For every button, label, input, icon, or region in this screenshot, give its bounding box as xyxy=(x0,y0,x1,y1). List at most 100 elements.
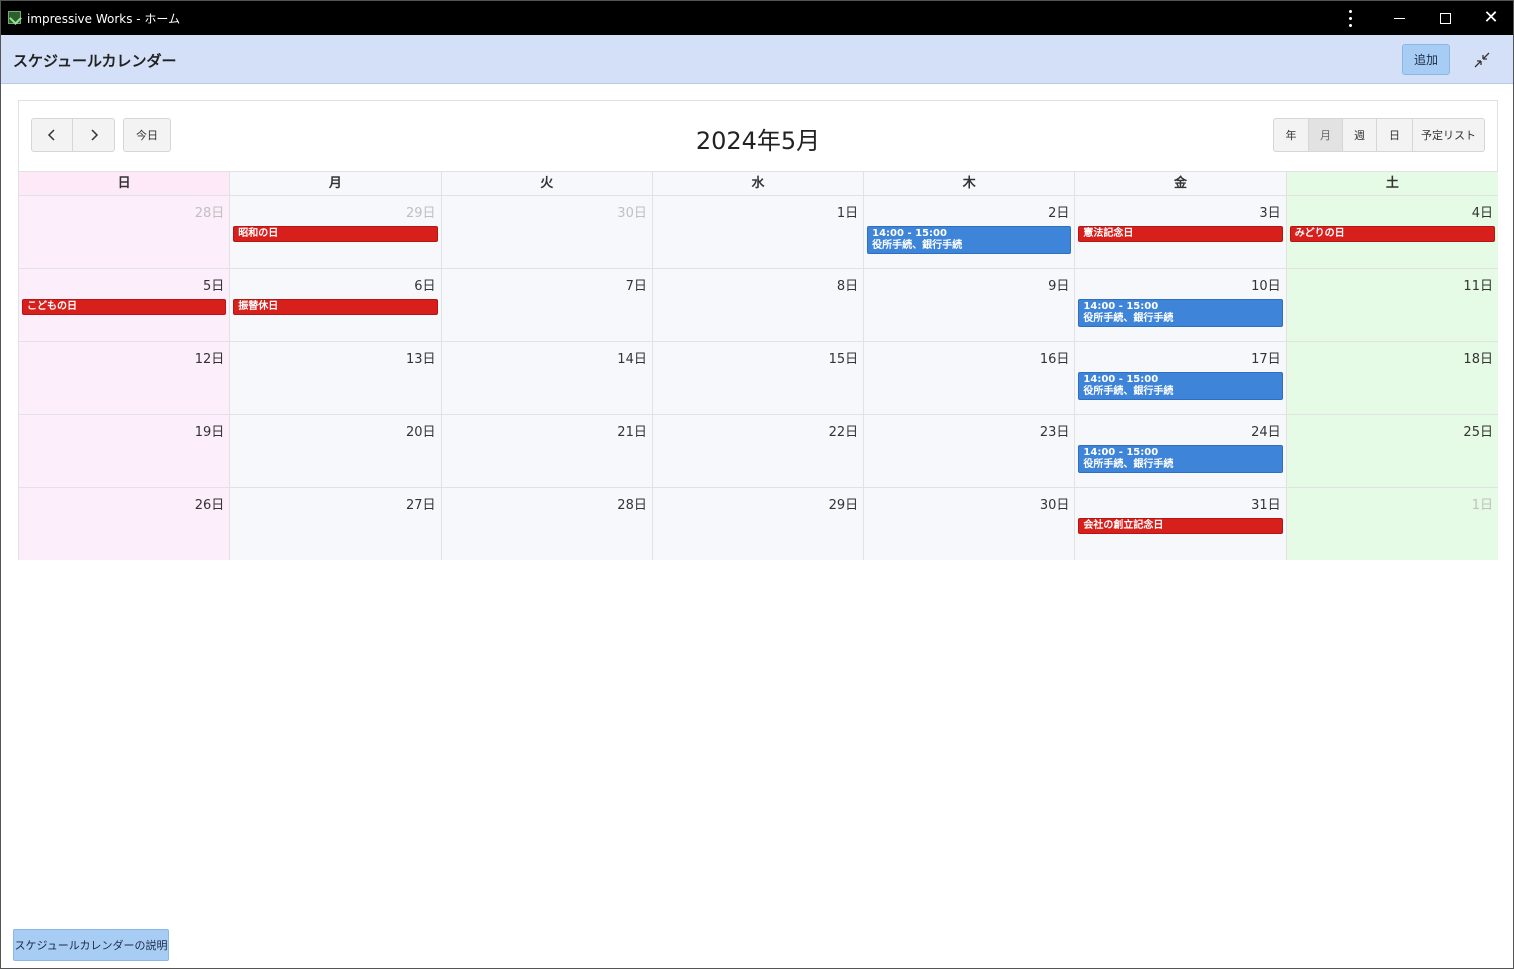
add-button[interactable]: 追加 xyxy=(1402,44,1450,75)
day-cell[interactable]: 3日憲法記念日 xyxy=(1075,196,1287,268)
day-cell[interactable]: 7日 xyxy=(441,269,653,341)
week-row: 28日 29日 昭和の日 30日 1日 2日 14:00 - 15:00 役所手続、銀行手続 3… xyxy=(19,196,1498,269)
day-cell[interactable]: 9日 xyxy=(864,269,1076,341)
day-cell[interactable]: 5日こどもの日 xyxy=(19,269,231,341)
day-number: 21日 xyxy=(617,425,647,440)
day-number: 10日 xyxy=(1251,279,1281,294)
day-cell[interactable]: 13日 xyxy=(230,342,442,414)
day-cell[interactable]: 12日 xyxy=(19,342,231,414)
day-cell[interactable]: 16日 xyxy=(864,342,1076,414)
task-event[interactable]: 14:00 - 15:00 役所手続、銀行手続 xyxy=(1078,299,1283,327)
day-cell[interactable]: 23日 xyxy=(864,415,1076,487)
task-event[interactable]: 14:00 - 15:00 役所手続、銀行手続 xyxy=(1078,445,1283,473)
event-time: 14:00 - 15:00 xyxy=(1083,447,1159,458)
weekday-header-cell: 火 xyxy=(441,171,653,196)
page-title: スケジュールカレンダー xyxy=(13,52,177,70)
calendar-toolbar: 今日 2024年5月 年月週日予定リスト xyxy=(19,101,1497,171)
day-cell[interactable]: 30日 xyxy=(864,488,1076,560)
more-options-button[interactable] xyxy=(1327,1,1373,35)
day-cell[interactable]: 26日 xyxy=(19,488,231,560)
minimize-button[interactable] xyxy=(1376,1,1422,35)
title-bar: impressive Works - ホーム ✕ xyxy=(1,1,1513,35)
minimize-icon xyxy=(1393,17,1405,19)
day-number: 31日 xyxy=(1251,498,1281,513)
task-event[interactable]: 14:00 - 15:00 役所手続、銀行手続 xyxy=(867,226,1072,254)
day-number: 20日 xyxy=(406,425,436,440)
holiday-event[interactable]: 振替休日 xyxy=(233,299,438,315)
calendar-help-button[interactable]: スケジュールカレンダーの説明 xyxy=(13,929,169,961)
day-cell[interactable]: 14日 xyxy=(441,342,653,414)
collapse-button[interactable] xyxy=(1469,47,1495,73)
day-number: 2日 xyxy=(1048,206,1070,221)
day-cell[interactable]: 1日 xyxy=(652,196,865,268)
day-cell[interactable]: 2日 14:00 - 15:00 役所手続、銀行手続 xyxy=(864,196,1076,268)
day-cell[interactable]: 4日 みどりの日 xyxy=(1286,196,1498,268)
day-number: 26日 xyxy=(194,498,225,513)
maximize-icon xyxy=(1439,12,1451,24)
collapse-icon xyxy=(1474,52,1490,68)
event-time: 14:00 - 15:00 xyxy=(872,228,947,239)
day-number: 3日 xyxy=(1259,206,1281,221)
today-button[interactable]: 今日 xyxy=(123,118,171,152)
day-number: 15日 xyxy=(828,352,859,367)
view-button-0[interactable]: 年 xyxy=(1273,118,1309,152)
day-cell[interactable]: 30日 xyxy=(441,196,653,268)
day-number: 28日 xyxy=(194,206,225,221)
event-title: 役所手続、銀行手続 xyxy=(1083,386,1174,397)
day-cell[interactable]: 21日 xyxy=(441,415,653,487)
day-cell[interactable]: 17日 14:00 - 15:00 役所手続、銀行手続 xyxy=(1075,342,1287,414)
next-month-button[interactable] xyxy=(73,118,115,152)
day-cell[interactable]: 24日 14:00 - 15:00 役所手続、銀行手続 xyxy=(1075,415,1287,487)
holiday-event[interactable]: こどもの日 xyxy=(22,299,227,315)
weekday-header-cell: 水 xyxy=(652,171,865,196)
day-cell[interactable]: 29日 xyxy=(652,488,865,560)
day-cell[interactable]: 18日 xyxy=(1286,342,1498,414)
kebab-icon xyxy=(1348,8,1352,29)
maximize-button[interactable] xyxy=(1422,1,1468,35)
day-cell[interactable]: 1日 xyxy=(1286,488,1498,560)
holiday-event[interactable]: 昭和の日 xyxy=(233,226,438,242)
event-time: 14:00 - 15:00 xyxy=(1083,374,1159,385)
day-cell[interactable]: 11日 xyxy=(1286,269,1498,341)
day-cell[interactable]: 6日 振替休日 xyxy=(230,269,442,341)
view-button-3[interactable]: 日 xyxy=(1377,118,1413,152)
event-title: こどもの日 xyxy=(27,301,77,312)
day-cell[interactable]: 20日 xyxy=(230,415,442,487)
event-title: 役所手続、銀行手続 xyxy=(1083,313,1174,324)
week-row: 12日 13日 14日 15日 16日 17日 14:00 - 15:00 役所手続、銀行手続… xyxy=(19,342,1498,415)
task-event[interactable]: 14:00 - 15:00 役所手続、銀行手続 xyxy=(1078,372,1283,400)
day-number: 5日 xyxy=(203,279,225,294)
view-button-4[interactable]: 予定リスト xyxy=(1413,118,1485,152)
day-number: 25日 xyxy=(1463,425,1493,440)
prev-month-button[interactable] xyxy=(31,118,73,152)
day-cell[interactable]: 31日会社の創立記念日 xyxy=(1075,488,1287,560)
day-cell[interactable]: 15日 xyxy=(652,342,865,414)
weekday-header-cell: 土 xyxy=(1286,171,1498,196)
chevron-right-icon xyxy=(90,129,98,141)
event-title: 会社の創立記念日 xyxy=(1083,520,1164,531)
day-number: 29日 xyxy=(828,498,859,513)
day-cell[interactable]: 25日 xyxy=(1286,415,1498,487)
day-cell[interactable]: 28日 xyxy=(19,196,231,268)
week-row: 19日 20日 21日 22日 23日 24日 14:00 - 15:00 役所手続、銀行手続… xyxy=(19,415,1498,488)
day-cell[interactable]: 8日 xyxy=(652,269,865,341)
day-number: 14日 xyxy=(617,352,647,367)
day-cell[interactable]: 10日 14:00 - 15:00 役所手続、銀行手続 xyxy=(1075,269,1287,341)
holiday-event[interactable]: 憲法記念日 xyxy=(1078,226,1283,242)
event-time: 14:00 - 15:00 xyxy=(1083,301,1159,312)
holiday-event[interactable]: 会社の創立記念日 xyxy=(1078,518,1283,534)
page-header: スケジュールカレンダー 追加 xyxy=(1,35,1513,84)
view-button-2[interactable]: 週 xyxy=(1343,118,1377,152)
close-button[interactable]: ✕ xyxy=(1468,1,1514,35)
view-button-1[interactable]: 月 xyxy=(1309,118,1343,152)
holiday-event[interactable]: みどりの日 xyxy=(1289,226,1495,242)
close-icon: ✕ xyxy=(1483,7,1499,28)
day-cell[interactable]: 28日 xyxy=(441,488,653,560)
day-number: 30日 xyxy=(1039,498,1070,513)
day-cell[interactable]: 29日 昭和の日 xyxy=(230,196,442,268)
day-cell[interactable]: 27日 xyxy=(230,488,442,560)
day-cell[interactable]: 19日 xyxy=(19,415,231,487)
weekday-header-cell: 金 xyxy=(1075,171,1287,196)
day-cell[interactable]: 22日 xyxy=(652,415,865,487)
